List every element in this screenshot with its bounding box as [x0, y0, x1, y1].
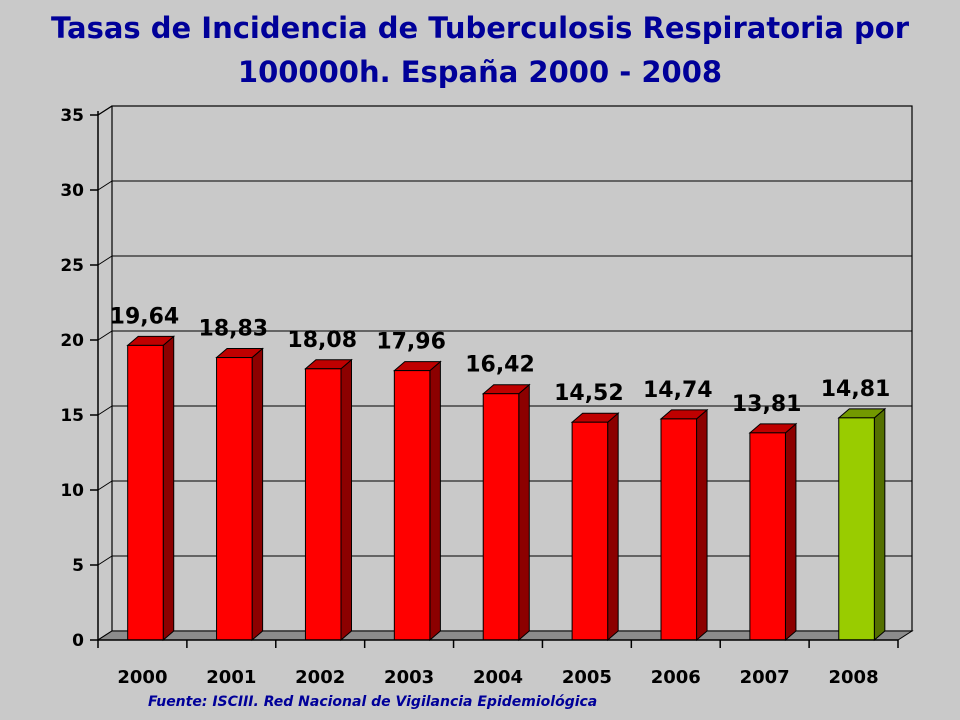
bar-side: [696, 408, 708, 642]
bar-front: [127, 344, 164, 641]
y-tick-label: 20: [60, 331, 84, 351]
bar-side: [162, 335, 175, 642]
bar-2001: [215, 347, 264, 642]
bar-side: [784, 422, 797, 642]
bar-2006: [659, 408, 709, 642]
x-tick-label: 2007: [740, 667, 790, 688]
data-label: 14,52: [554, 381, 624, 406]
bars: [126, 335, 887, 642]
gridline-side: [97, 105, 113, 116]
y-tick-label: 10: [60, 481, 84, 501]
chart-title-line-1: Tasas de Incidencia de Tuberculosis Resp…: [50, 11, 910, 45]
bar-front: [838, 417, 875, 641]
bar-side: [429, 360, 441, 642]
gridline-side: [97, 330, 113, 341]
x-tick-label: 2006: [651, 667, 701, 688]
bar-2007: [748, 422, 798, 642]
bar-side: [340, 358, 352, 642]
bar-2005: [570, 412, 620, 642]
gridline-side: [97, 255, 113, 266]
gridline-side: [97, 405, 113, 416]
axes: 0 5 10 15 20 25 30 35 2000 2001 2002 2003 2004 2005 20…: [60, 106, 899, 688]
source-note: Fuente: ISCIII. Red Nacional de Vigilanc…: [148, 694, 598, 710]
data-label: 17,96: [376, 330, 446, 355]
chart-title-line-2: 100000h. España 2000 - 2008: [237, 55, 723, 89]
gridline-side: [97, 480, 113, 491]
data-label: 19,64: [110, 304, 180, 329]
bar-front: [660, 418, 698, 641]
bar-2004: [481, 383, 531, 642]
bar-2002: [304, 358, 353, 642]
x-tick-label: 2001: [206, 667, 256, 688]
bar-front: [571, 421, 609, 641]
bar-side: [873, 407, 886, 642]
data-label: 13,81: [732, 392, 802, 417]
chart-title: Tasas de Incidencia de Tuberculosis Resp…: [0, 6, 960, 94]
x-tick-label: 2008: [829, 667, 879, 688]
y-tick-label: 15: [60, 406, 84, 426]
x-tick-label: 2004: [473, 667, 523, 688]
bar-side: [251, 347, 264, 642]
bar-front: [482, 393, 520, 641]
x-tick-label: 2005: [562, 667, 612, 688]
y-tick-label: 0: [72, 631, 84, 651]
x-tick-label: 2002: [295, 667, 345, 688]
data-labels: 19,64 18,83 18,08 17,96 16,42 14,52 14,74 13,81…: [110, 304, 891, 416]
data-label: 14,74: [643, 378, 713, 403]
y-tick-label: 25: [60, 256, 84, 276]
bar-front: [216, 357, 253, 641]
data-label: 16,42: [465, 353, 535, 378]
y-tick-label: 35: [60, 106, 84, 126]
data-label: 18,08: [287, 328, 357, 353]
bar-front: [304, 368, 342, 641]
bar-2008: [837, 407, 887, 642]
bar-front: [393, 370, 431, 641]
gridline-side: [97, 180, 113, 191]
bar-side: [518, 383, 530, 642]
x-tick-label: 2003: [384, 667, 434, 688]
y-tick-label: 5: [72, 556, 84, 576]
gridline-side: [97, 555, 113, 566]
x-tick-label: 2000: [117, 667, 167, 688]
bar-front: [749, 432, 786, 641]
data-label: 18,83: [199, 317, 269, 342]
bar-side: [607, 412, 619, 642]
bar-2000: [126, 335, 176, 642]
bar-2003: [392, 360, 442, 642]
data-label: 14,81: [821, 377, 891, 402]
y-tick-label: 30: [60, 181, 84, 201]
